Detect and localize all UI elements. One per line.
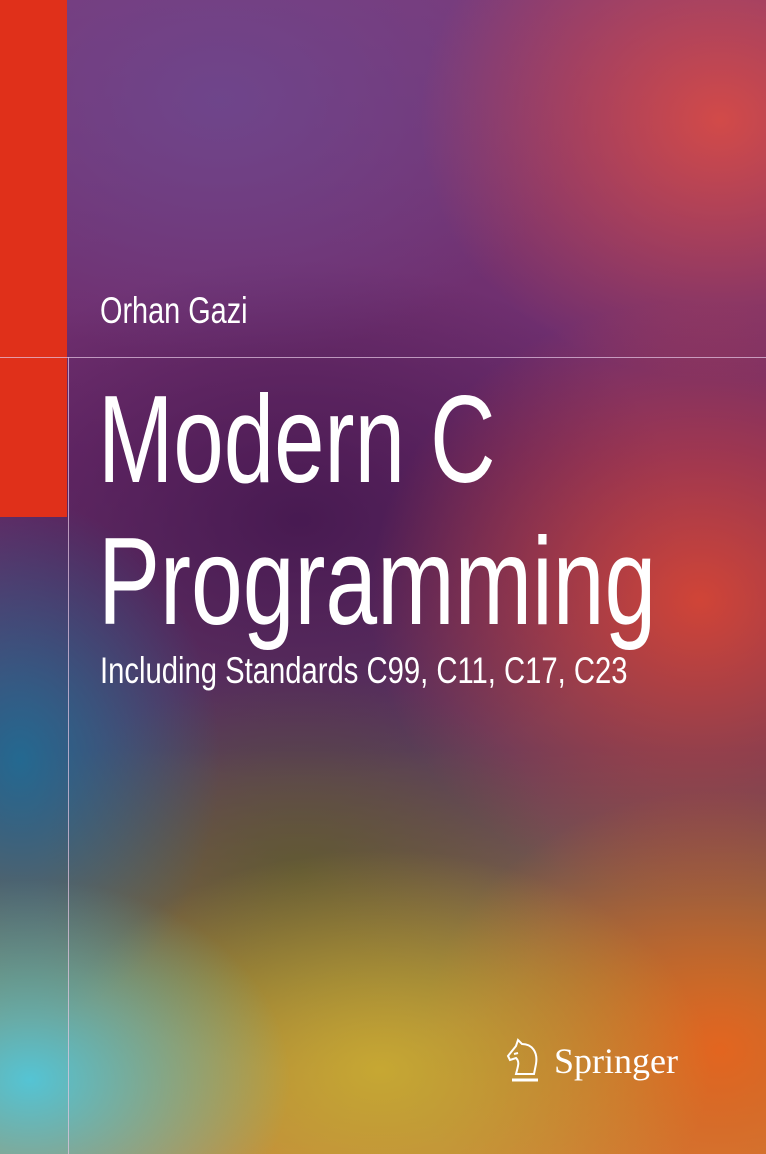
vertical-divider	[68, 357, 69, 1154]
book-title-line-1: Modern C	[98, 371, 496, 509]
knight-chess-horse-icon	[506, 1038, 538, 1082]
publisher-logo: Springer	[506, 1036, 678, 1086]
book-subtitle: Including Standards C99, C11, C17, C23	[100, 650, 628, 691]
accent-bar	[0, 0, 67, 517]
horizontal-divider	[0, 357, 766, 358]
author-name: Orhan Gazi	[100, 290, 248, 331]
book-title-line-2: Programming	[98, 513, 657, 651]
publisher-name: Springer	[554, 1041, 678, 1081]
